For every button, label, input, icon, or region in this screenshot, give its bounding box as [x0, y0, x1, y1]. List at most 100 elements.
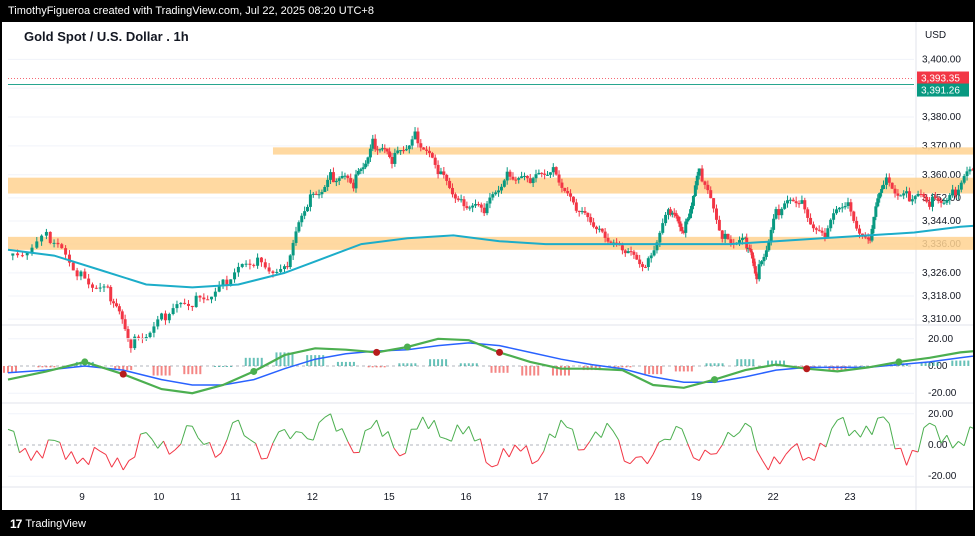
candle-body	[52, 242, 56, 244]
macd-histogram-bar	[863, 366, 866, 367]
price-tick-label: 3,370.00	[922, 141, 961, 152]
candle-body	[668, 209, 672, 215]
macd-histogram-bar	[344, 361, 347, 366]
candle-body	[436, 164, 440, 175]
macd-histogram-bar	[767, 360, 769, 366]
oscillator-line-segment	[479, 438, 487, 463]
macd-histogram-bar	[336, 361, 339, 366]
oscillator-line-segment	[364, 427, 372, 432]
candle-body	[956, 189, 960, 196]
candle-body	[546, 174, 550, 176]
macd-histogram-bar	[748, 359, 751, 366]
candle-body	[366, 157, 370, 164]
candle-body	[419, 143, 423, 148]
macd-crossover-dot	[250, 367, 258, 375]
candle-body	[282, 266, 286, 270]
candle-body	[79, 271, 83, 277]
candle-body	[378, 149, 382, 151]
support-resistance-zone	[8, 236, 975, 250]
symbol-title[interactable]: Gold Spot / U.S. Dollar . 1h	[24, 29, 189, 44]
oscillator-line-segment	[278, 428, 285, 433]
oscillator-line-segment	[566, 426, 573, 430]
candle-body	[144, 337, 148, 339]
price-tick-label: 3,360.00	[922, 170, 961, 181]
macd-histogram-bar	[490, 366, 493, 373]
macd-histogram-bar	[283, 352, 286, 366]
oscillator-line-segment	[583, 441, 591, 450]
oscillator-line-segment	[756, 450, 763, 461]
chart-panel[interactable]: 3,400.003,390.003,380.003,370.003,360.00…	[0, 22, 975, 510]
candle-body	[427, 150, 431, 154]
candle-body	[368, 148, 372, 158]
oscillator-line-segment	[307, 438, 314, 441]
candle-body	[777, 209, 781, 216]
macd-histogram-bar	[11, 366, 13, 373]
macd-histogram-bar	[314, 355, 317, 366]
candle-body	[695, 175, 699, 186]
candle-body	[354, 174, 358, 189]
time-axis-label: 11	[230, 492, 241, 503]
macd-signal-line	[7, 342, 975, 386]
macd-histogram-bar	[551, 366, 554, 376]
macd-histogram-bar	[471, 363, 474, 366]
candle-body	[706, 184, 710, 191]
candle-body	[878, 192, 882, 199]
candle-body	[361, 167, 365, 170]
candle-body	[863, 236, 867, 238]
candle-body	[71, 262, 75, 271]
macd-histogram-bar	[652, 366, 655, 375]
oscillator-line-segment	[912, 449, 919, 453]
candle-body	[90, 284, 94, 288]
candle-body	[803, 200, 807, 210]
oscillator-line-segment	[669, 426, 677, 440]
macd-histogram-bar	[191, 366, 194, 375]
candle-body	[531, 178, 535, 184]
macd-histogram-bar	[721, 363, 724, 366]
oscillator-line-segment	[906, 450, 913, 466]
oscillator-tick-label: -20.00	[928, 471, 957, 482]
oscillator-line-segment	[237, 419, 245, 436]
candle-body	[925, 196, 929, 202]
currency-label[interactable]: USD	[925, 30, 947, 41]
candle-body	[430, 153, 434, 158]
candle-body	[35, 241, 39, 248]
candle-body	[594, 226, 598, 230]
candle-body	[156, 319, 160, 327]
candle-body	[806, 209, 810, 218]
oscillator-line-segment	[888, 423, 896, 450]
candle-body	[678, 221, 682, 227]
candle-body	[152, 326, 156, 333]
support-resistance-zone	[8, 177, 975, 194]
oscillator-line-segment	[808, 456, 815, 462]
oscillator-line-segment	[111, 457, 118, 468]
candle-body	[11, 253, 15, 256]
candle-body	[44, 231, 48, 236]
macd-crossover-dot	[119, 370, 127, 378]
oscillator-line-segment	[65, 451, 72, 460]
macd-histogram-bar	[410, 363, 413, 366]
oscillator-line-segment	[716, 444, 723, 454]
chart-svg[interactable]: 3,400.003,390.003,380.003,370.003,360.00…	[0, 22, 975, 510]
oscillator-line-segment	[215, 452, 222, 458]
macd-histogram-bar	[686, 366, 689, 372]
oscillator-line-segment	[128, 456, 135, 461]
oscillator-line-segment	[116, 457, 124, 471]
candle-body	[399, 150, 403, 152]
macd-tick-label: 0.00	[928, 361, 948, 372]
candle-body	[75, 270, 79, 277]
oscillator-line-segment	[255, 443, 262, 460]
candle-body	[511, 176, 515, 180]
oscillator-line-segment	[151, 438, 159, 449]
oscillator-line-segment	[358, 430, 366, 453]
oscillator-line-segment	[387, 431, 395, 449]
candle-body	[858, 228, 862, 234]
oscillator-line-segment	[767, 456, 775, 471]
price-tick-label: 3,400.00	[922, 54, 961, 65]
candle-body	[910, 199, 914, 202]
oscillator-line-segment	[658, 438, 665, 443]
candle-body	[691, 195, 695, 206]
macd-histogram-bar	[156, 366, 159, 376]
tradingview-brand[interactable]: 17 TradingView	[10, 517, 86, 531]
candle-body	[717, 219, 721, 231]
